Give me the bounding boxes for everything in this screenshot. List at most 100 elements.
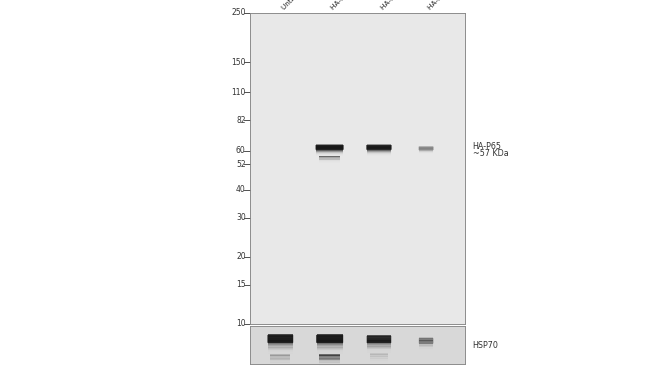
Bar: [318, 156, 341, 157]
Bar: [268, 345, 293, 346]
Bar: [370, 355, 388, 356]
FancyBboxPatch shape: [315, 145, 344, 150]
FancyBboxPatch shape: [419, 338, 434, 344]
Bar: [367, 345, 391, 346]
Text: 110: 110: [231, 87, 246, 97]
Bar: [367, 346, 391, 347]
Bar: [268, 346, 293, 347]
Bar: [317, 347, 343, 348]
Bar: [318, 161, 341, 162]
Bar: [268, 339, 293, 340]
Bar: [370, 353, 388, 354]
Bar: [268, 347, 293, 348]
Text: ~57 KDa: ~57 KDa: [473, 149, 508, 158]
Bar: [268, 338, 293, 339]
Bar: [318, 162, 341, 163]
Bar: [317, 336, 343, 337]
Bar: [370, 357, 388, 358]
Bar: [268, 347, 293, 348]
Bar: [318, 163, 341, 164]
Bar: [319, 357, 340, 358]
Text: HA-P65 (20ug): HA-P65 (20ug): [379, 0, 421, 11]
Bar: [268, 337, 293, 338]
Text: 82: 82: [236, 116, 246, 125]
Bar: [367, 344, 391, 345]
Bar: [317, 348, 343, 349]
FancyBboxPatch shape: [366, 145, 392, 150]
Bar: [317, 353, 343, 354]
Bar: [370, 361, 388, 362]
Bar: [367, 344, 391, 345]
Bar: [317, 354, 343, 355]
FancyBboxPatch shape: [316, 335, 343, 343]
Bar: [268, 337, 293, 338]
Text: HA-P65 (10ug): HA-P65 (10ug): [426, 0, 468, 11]
Text: HSP70: HSP70: [473, 341, 499, 350]
Bar: [319, 361, 340, 362]
Bar: [268, 338, 293, 339]
Bar: [319, 356, 340, 357]
Text: 20: 20: [236, 253, 246, 261]
Bar: [370, 360, 388, 361]
Bar: [318, 158, 341, 159]
Bar: [270, 363, 290, 364]
Bar: [367, 345, 391, 346]
Bar: [268, 342, 293, 343]
Bar: [317, 353, 343, 354]
Bar: [318, 156, 341, 157]
Text: HA-P65: HA-P65: [473, 142, 502, 151]
Bar: [250, 326, 465, 364]
Bar: [317, 346, 343, 347]
Bar: [268, 352, 293, 353]
Bar: [270, 358, 290, 359]
Bar: [367, 343, 391, 344]
Bar: [317, 335, 343, 336]
Bar: [319, 365, 340, 366]
Bar: [370, 356, 388, 357]
Bar: [317, 344, 343, 345]
Bar: [319, 359, 340, 360]
Bar: [317, 346, 343, 347]
Bar: [319, 362, 340, 363]
Bar: [268, 344, 293, 345]
Bar: [317, 338, 343, 339]
Bar: [317, 339, 343, 340]
Bar: [370, 354, 388, 355]
Bar: [370, 365, 388, 366]
Bar: [270, 354, 290, 355]
Bar: [319, 363, 340, 364]
Bar: [268, 340, 293, 341]
Bar: [317, 347, 343, 348]
Bar: [370, 364, 388, 365]
Bar: [268, 350, 293, 351]
Bar: [270, 360, 290, 361]
Bar: [367, 351, 391, 352]
Bar: [268, 339, 293, 340]
Bar: [319, 354, 340, 355]
Bar: [317, 341, 343, 342]
Bar: [319, 365, 340, 366]
Text: 150: 150: [231, 57, 246, 67]
Bar: [268, 353, 293, 354]
Bar: [370, 358, 388, 359]
Text: 60: 60: [236, 146, 246, 155]
Bar: [268, 348, 293, 349]
Bar: [317, 345, 343, 346]
Bar: [367, 340, 391, 341]
Text: 250: 250: [231, 8, 246, 17]
Bar: [319, 360, 340, 361]
Bar: [367, 337, 391, 338]
Bar: [270, 365, 290, 366]
Bar: [317, 350, 343, 351]
Bar: [268, 351, 293, 352]
Bar: [367, 342, 391, 343]
Bar: [317, 336, 343, 337]
Bar: [268, 335, 293, 336]
Text: 30: 30: [236, 213, 246, 222]
FancyBboxPatch shape: [267, 335, 293, 343]
Bar: [317, 349, 343, 350]
Bar: [319, 358, 340, 359]
Bar: [370, 365, 388, 366]
Bar: [367, 349, 391, 350]
Bar: [268, 353, 293, 354]
